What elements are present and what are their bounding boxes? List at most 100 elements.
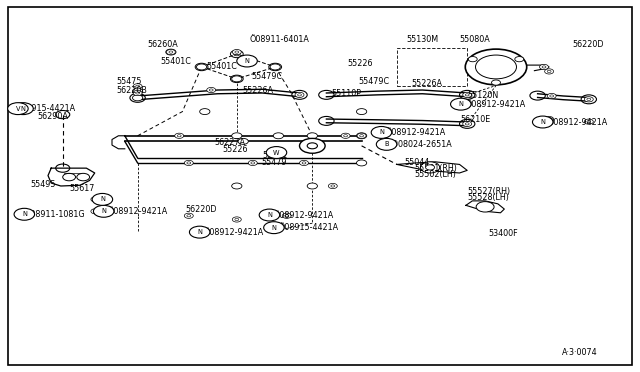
Text: 53400F: 53400F — [488, 229, 518, 238]
Circle shape — [547, 70, 551, 73]
Circle shape — [232, 183, 242, 189]
Circle shape — [545, 116, 554, 122]
Circle shape — [476, 55, 516, 79]
Circle shape — [13, 103, 33, 115]
Text: Ö08912-9421A: Ö08912-9421A — [274, 211, 334, 219]
Circle shape — [356, 133, 367, 139]
Circle shape — [357, 133, 366, 138]
Text: Ö08912-9421A: Ö08912-9421A — [204, 228, 264, 237]
Circle shape — [292, 90, 307, 99]
Circle shape — [272, 65, 278, 69]
Circle shape — [196, 64, 207, 70]
Circle shape — [451, 98, 471, 110]
Circle shape — [328, 183, 337, 189]
Text: 55226A: 55226A — [412, 79, 442, 88]
Circle shape — [136, 85, 140, 87]
Text: N: N — [244, 58, 250, 64]
Text: Ö08915-4421A: Ö08915-4421A — [278, 223, 339, 232]
Circle shape — [91, 209, 100, 214]
Text: Ö08911-6401A: Ö08911-6401A — [250, 35, 310, 44]
Text: 55479: 55479 — [261, 158, 287, 167]
Text: 55401C: 55401C — [207, 62, 237, 71]
Text: 55501(RH): 55501(RH) — [415, 164, 458, 173]
Text: 55479C: 55479C — [358, 77, 390, 86]
Circle shape — [426, 165, 435, 170]
Circle shape — [295, 92, 304, 97]
Text: B: B — [384, 141, 389, 147]
Circle shape — [495, 61, 504, 66]
Circle shape — [344, 135, 348, 137]
Circle shape — [300, 160, 308, 166]
Circle shape — [200, 109, 210, 115]
Circle shape — [331, 185, 335, 187]
Circle shape — [468, 57, 477, 62]
Circle shape — [307, 133, 317, 139]
Text: 55130M: 55130M — [406, 35, 438, 44]
Text: 56220D: 56220D — [573, 40, 604, 49]
Text: A·3·0074: A·3·0074 — [562, 348, 598, 357]
Text: N: N — [101, 208, 106, 214]
Circle shape — [230, 50, 243, 58]
Circle shape — [187, 215, 191, 217]
Circle shape — [465, 49, 527, 85]
Circle shape — [77, 173, 90, 181]
Text: 55120N: 55120N — [467, 92, 499, 100]
Circle shape — [530, 91, 545, 100]
Circle shape — [460, 90, 475, 99]
Circle shape — [207, 87, 216, 93]
Circle shape — [133, 90, 142, 96]
Text: W: W — [273, 150, 280, 155]
Circle shape — [285, 215, 289, 217]
Text: Ö08911-1081G: Ö08911-1081G — [24, 210, 85, 219]
Circle shape — [491, 70, 495, 72]
Text: 55617: 55617 — [69, 185, 95, 193]
Circle shape — [251, 162, 255, 164]
Text: Ö08912-9421A: Ö08912-9421A — [108, 207, 168, 216]
Text: N: N — [267, 212, 272, 218]
Circle shape — [248, 160, 257, 166]
Circle shape — [14, 208, 35, 220]
Text: 55528(LH): 55528(LH) — [467, 193, 509, 202]
Circle shape — [198, 65, 205, 69]
Circle shape — [189, 226, 210, 238]
Circle shape — [298, 94, 301, 96]
Circle shape — [273, 133, 284, 139]
Circle shape — [302, 162, 306, 164]
Circle shape — [545, 69, 554, 74]
Circle shape — [184, 213, 193, 218]
Circle shape — [356, 160, 367, 166]
Text: 56227A: 56227A — [214, 138, 245, 147]
Text: 55226: 55226 — [223, 145, 248, 154]
Circle shape — [209, 89, 213, 91]
Circle shape — [130, 93, 145, 102]
Circle shape — [166, 49, 176, 55]
Text: 56290A: 56290A — [37, 112, 68, 121]
Circle shape — [230, 75, 243, 83]
Circle shape — [56, 110, 70, 119]
Text: 55527(RH): 55527(RH) — [467, 187, 510, 196]
Text: Ö08912-9421A: Ö08912-9421A — [386, 128, 446, 137]
Circle shape — [497, 62, 501, 64]
Circle shape — [136, 92, 140, 94]
Circle shape — [356, 109, 367, 115]
Circle shape — [259, 209, 280, 221]
Circle shape — [270, 64, 280, 70]
Text: Ö08915-4421A: Ö08915-4421A — [16, 104, 76, 113]
Text: Ö08912-9421A: Ö08912-9421A — [547, 118, 607, 126]
Circle shape — [269, 63, 282, 71]
Circle shape — [420, 162, 440, 173]
Circle shape — [532, 116, 553, 128]
Circle shape — [232, 76, 242, 82]
Circle shape — [584, 97, 593, 102]
Circle shape — [232, 49, 241, 55]
Text: 56220D: 56220D — [186, 205, 217, 214]
Circle shape — [341, 133, 350, 138]
Circle shape — [465, 123, 469, 125]
Text: Ö08912-9421A: Ö08912-9421A — [466, 100, 526, 109]
Circle shape — [376, 138, 397, 150]
Circle shape — [93, 210, 97, 212]
Circle shape — [463, 92, 472, 97]
Circle shape — [175, 133, 184, 138]
Circle shape — [195, 63, 208, 71]
Circle shape — [547, 118, 551, 120]
